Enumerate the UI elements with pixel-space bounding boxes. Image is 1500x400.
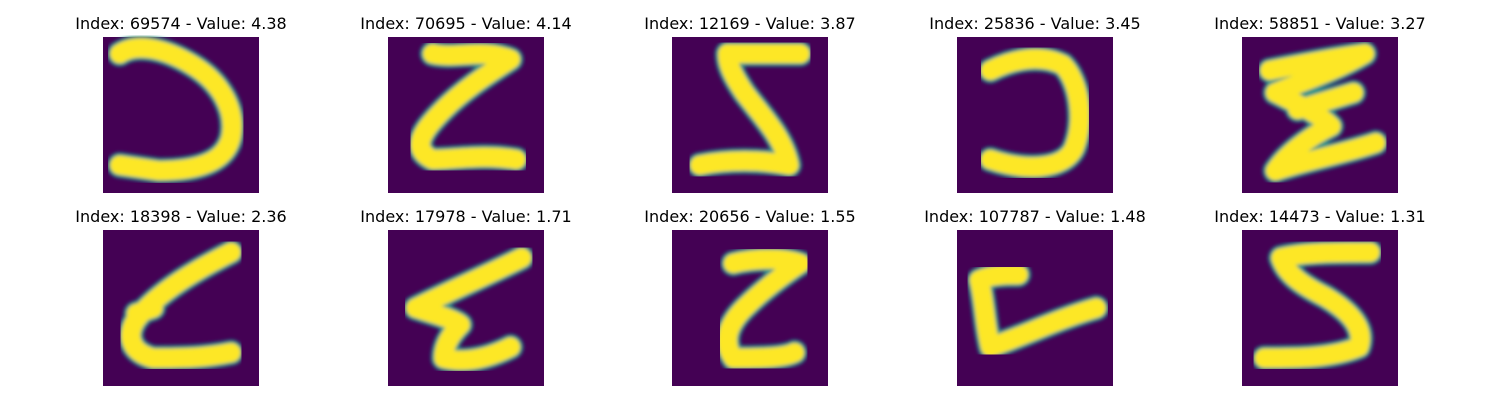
panel-title: Index: 20656 - Value: 1.55 [644, 207, 855, 226]
image-panel: Index: 58851 - Value: 3.27 [1214, 14, 1426, 193]
glyph [966, 261, 1110, 360]
glyph [403, 245, 535, 374]
image-panel: Index: 20656 - Value: 1.55 [644, 207, 856, 386]
image-panel: Index: 25836 - Value: 3.45 [929, 14, 1141, 193]
glyph-stroke [1260, 44, 1386, 181]
glyph-stroke [406, 248, 532, 370]
glyph-stroke [110, 38, 242, 181]
glyph [1257, 40, 1389, 184]
glyph [714, 246, 813, 371]
glyph [687, 40, 813, 178]
glyph-stroke [690, 44, 810, 175]
glyph-stroke [121, 242, 241, 368]
panel-title: Index: 58851 - Value: 3.27 [1214, 14, 1425, 33]
glyph-stroke [1254, 242, 1380, 368]
panel-title: Index: 107787 - Value: 1.48 [924, 207, 1146, 226]
image-panel: Index: 17978 - Value: 1.71 [360, 207, 572, 386]
glyph-stroke [980, 49, 1090, 177]
image-panel: Index: 12169 - Value: 3.87 [644, 14, 856, 193]
image-panel: Index: 69574 - Value: 4.38 [75, 14, 287, 193]
glyph [106, 35, 245, 184]
image-panel: Index: 107787 - Value: 1.48 [924, 207, 1146, 386]
glyph-stroke [718, 249, 810, 368]
panel-title: Index: 12169 - Value: 3.87 [644, 14, 855, 33]
panel-title: Index: 17978 - Value: 1.71 [360, 207, 571, 226]
glyph [977, 46, 1093, 180]
panel-title: Index: 70695 - Value: 4.14 [360, 14, 571, 33]
panel-title: Index: 25836 - Value: 3.45 [929, 14, 1140, 33]
image-panel: Index: 70695 - Value: 4.14 [360, 14, 572, 193]
glyph [407, 40, 529, 173]
image-panel: Index: 18398 - Value: 2.36 [75, 207, 287, 386]
panel-title: Index: 18398 - Value: 2.36 [75, 207, 286, 226]
panel-title: Index: 69574 - Value: 4.38 [75, 14, 286, 33]
glyph [1251, 239, 1383, 371]
image-panel: Index: 14473 - Value: 1.31 [1214, 207, 1426, 386]
panel-title: Index: 14473 - Value: 1.31 [1214, 207, 1425, 226]
glyph-stroke [411, 44, 526, 170]
glyph-stroke [969, 265, 1106, 357]
glyph [118, 239, 244, 371]
